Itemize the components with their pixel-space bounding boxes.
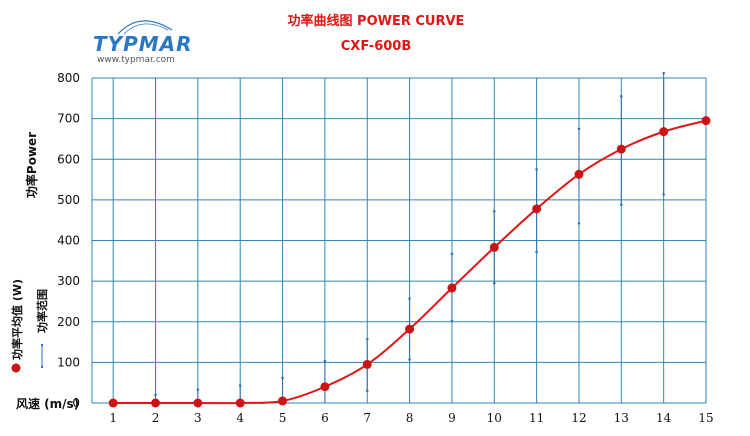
logo-arc-icon-2 [123, 23, 169, 35]
y-tick-label: 200 [57, 315, 80, 329]
legend: 功率平均值 (W) 功率范围 [10, 279, 49, 373]
average-power-point [701, 116, 711, 126]
average-power-point [320, 382, 330, 392]
logo-text: TYPMAR [93, 32, 193, 56]
y-tick-label: 500 [57, 193, 80, 207]
x-tick-label: 3 [194, 411, 202, 425]
chart-subtitle: CXF-600B [341, 39, 411, 54]
x-tick-label: 14 [656, 411, 672, 425]
x-tick-label: 12 [571, 411, 586, 425]
x-tick-label: 13 [614, 411, 629, 425]
average-power-point [574, 169, 584, 179]
x-tick-label: 15 [698, 411, 713, 425]
typmar-logo: TYPMAR www.typmar.com [93, 20, 193, 65]
x-tick-label: 9 [448, 411, 456, 425]
x-tick-label: 2 [152, 411, 160, 425]
y-tick-label: 300 [57, 274, 80, 288]
x-tick-label: 5 [279, 411, 287, 425]
logo-url: www.typmar.com [97, 55, 175, 65]
average-power-point [659, 127, 669, 137]
y-tick-label: 100 [57, 355, 80, 369]
x-tick-label: 1 [109, 411, 117, 425]
average-power-point [362, 359, 372, 369]
x-tick-labels: 1 2 3 4 5 6 7 8 9 10 11 12 13 14 15 [109, 411, 713, 425]
average-power-point [489, 242, 499, 252]
y-tick-label: 0 [72, 396, 80, 410]
x-tick-label: 8 [406, 411, 414, 425]
average-power-point [616, 144, 626, 154]
y-tick-labels: 0 100 200 300 400 500 600 700 800 [57, 71, 80, 410]
legend-marker-average [11, 363, 21, 373]
y-tick-label: 600 [57, 152, 80, 166]
x-tick-label: 6 [321, 411, 329, 425]
legend-label-range: 功率范围 [35, 289, 49, 333]
x-tick-label: 11 [529, 411, 544, 425]
average-power-point [405, 324, 415, 334]
x-tick-label: 10 [487, 411, 502, 425]
y-tick-label: 800 [57, 71, 80, 85]
x-tick-label: 7 [363, 411, 371, 425]
legend-label-average: 功率平均值 (W) [10, 279, 24, 360]
average-power-point [278, 396, 288, 406]
average-power-point [447, 283, 457, 293]
average-power-point [151, 398, 161, 408]
grid [91, 77, 707, 404]
y-tick-label: 700 [57, 112, 80, 126]
x-tick-label: 4 [236, 411, 244, 425]
y-axis-label: 功率Power [24, 132, 39, 198]
chart-title: 功率曲线图 POWER CURVE [288, 13, 465, 29]
average-power-point [193, 398, 203, 408]
logo-arc-icon [117, 20, 173, 35]
average-power-point [108, 398, 118, 408]
average-power-point [532, 204, 542, 214]
x-axis-label: 风速 (m/s) [16, 396, 79, 411]
average-power-markers [108, 116, 711, 408]
average-power-point [235, 398, 245, 408]
y-tick-label: 400 [57, 234, 80, 248]
